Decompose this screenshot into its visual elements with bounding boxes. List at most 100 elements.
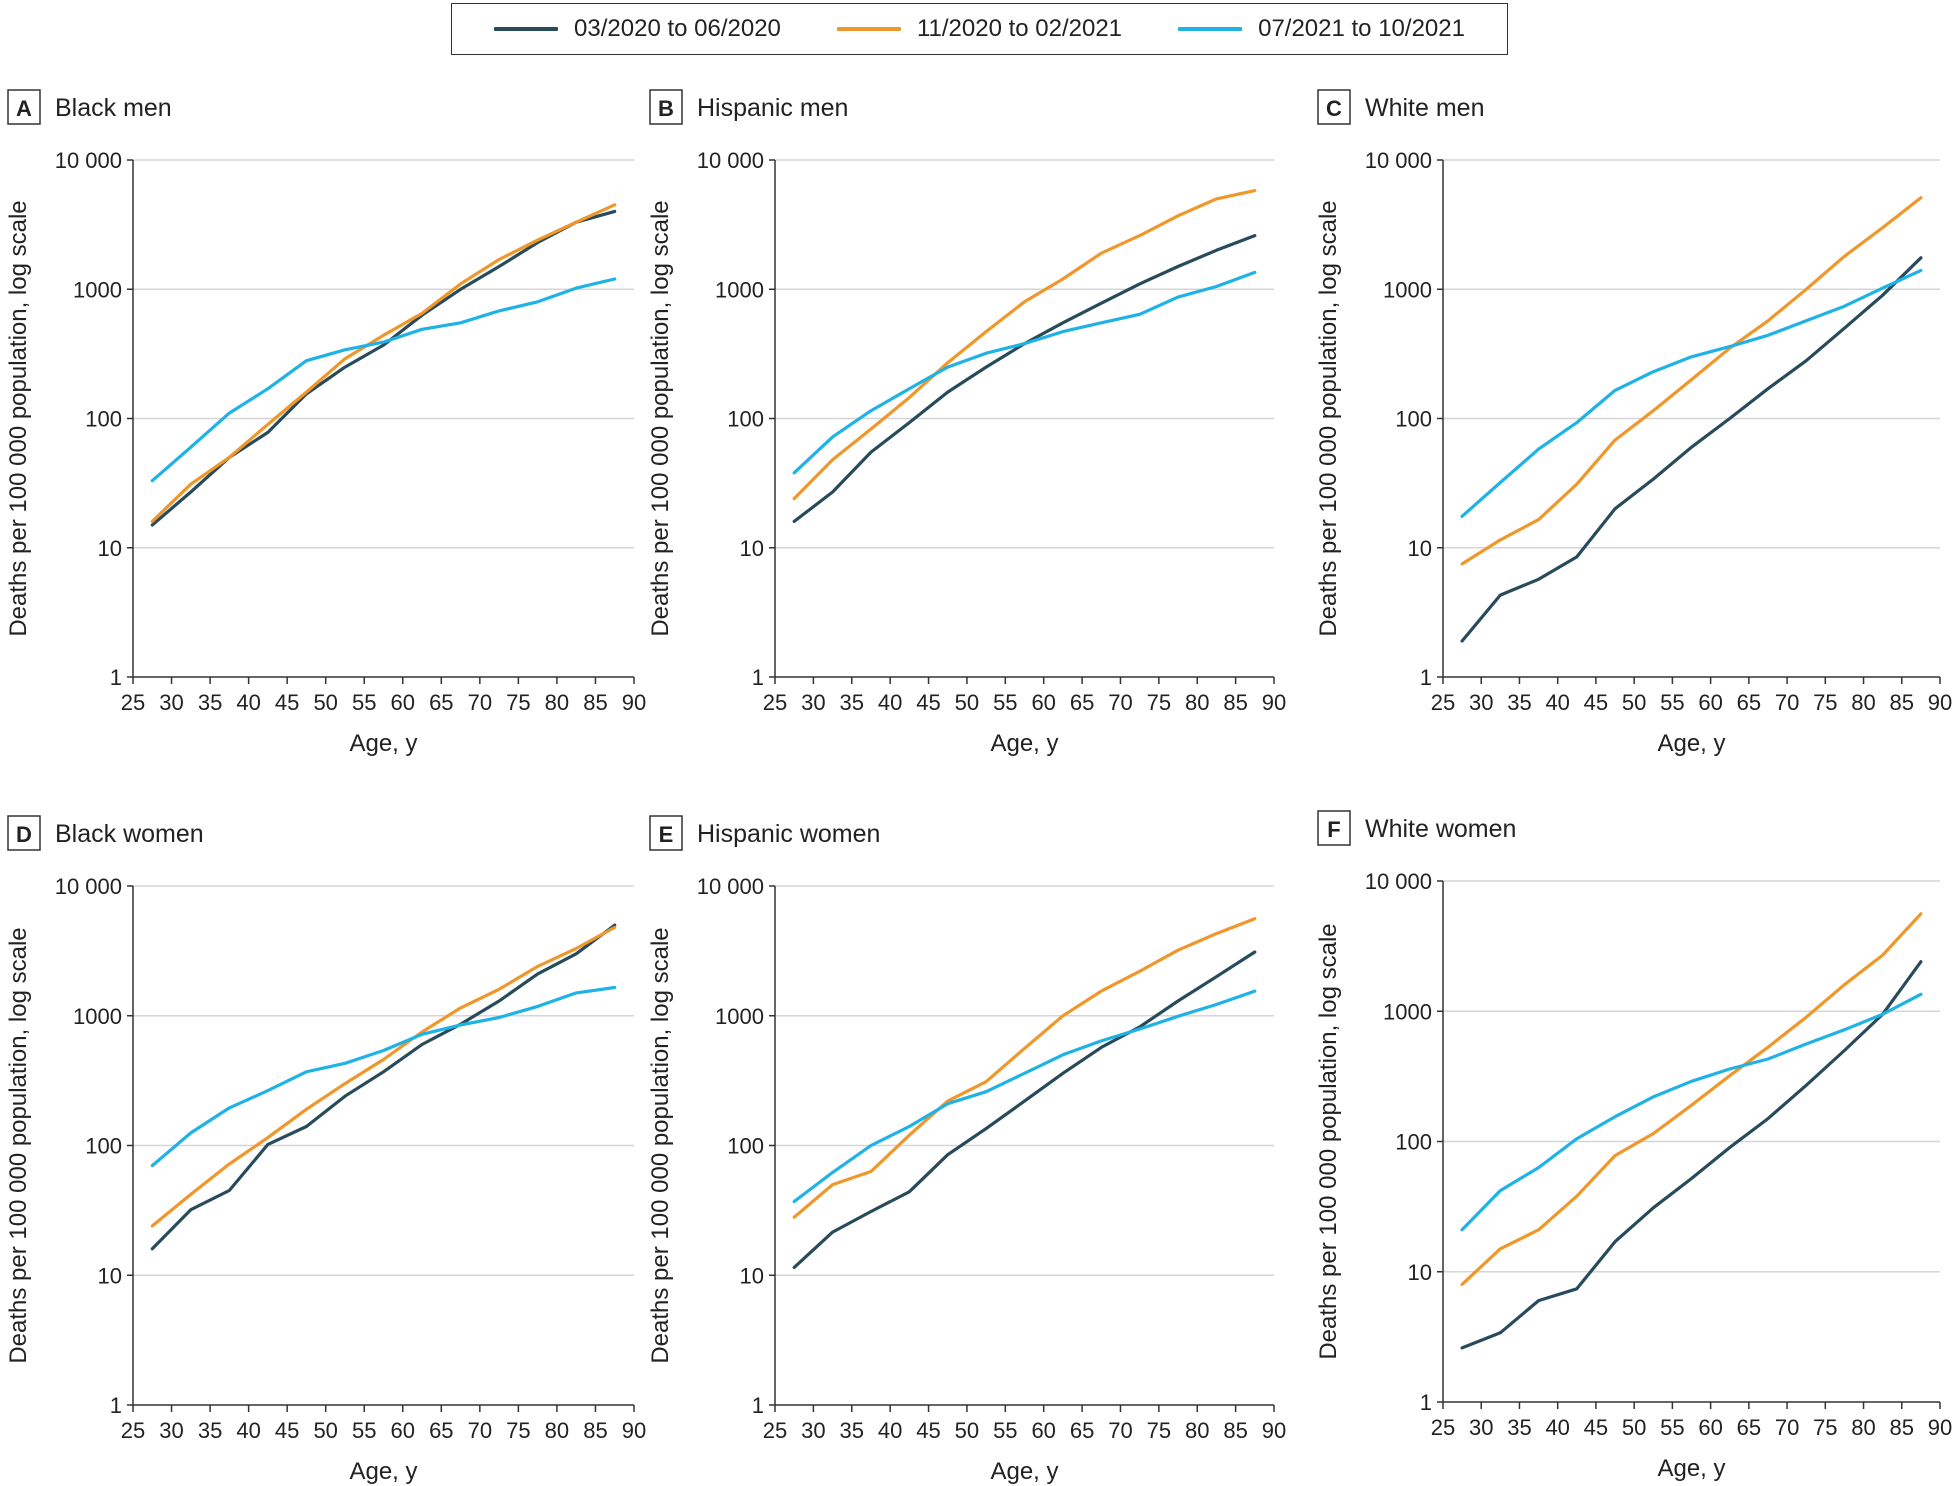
x-tick-label: 75 xyxy=(1147,1418,1171,1443)
series-line-2 xyxy=(150,925,617,1228)
y-tick-label: 100 xyxy=(727,407,764,432)
y-tick-label: 1 xyxy=(752,1393,764,1418)
x-axis-label: Age, y xyxy=(990,730,1058,757)
x-tick-label: 60 xyxy=(1698,1415,1722,1440)
y-tick-label: 10 000 xyxy=(697,148,764,173)
panel-f: F White women 1 10 100 1000 10 000 25 30 35 40 45 50… xyxy=(1315,810,1952,1482)
x-tick-label: 85 xyxy=(583,1418,607,1443)
panel-letter: B xyxy=(658,96,674,121)
x-tick-label: 45 xyxy=(916,1418,940,1443)
y-tick-label: 10 000 xyxy=(1365,869,1432,894)
y-tick-label: 10 xyxy=(1408,1260,1432,1285)
x-tick-label: 75 xyxy=(1147,690,1171,715)
y-tick-label: 1 xyxy=(752,665,764,690)
y-tick-label: 10 xyxy=(740,536,764,561)
y-tick-label: 1000 xyxy=(1383,277,1432,302)
x-tick-label: 40 xyxy=(878,1418,902,1443)
panel-letter-box xyxy=(1317,89,1351,125)
panel-title: Black women xyxy=(55,820,204,848)
y-axis-label: Deaths per 100 000 population, log scale xyxy=(1315,200,1342,636)
x-tick-label: 75 xyxy=(1813,690,1837,715)
y-tick-label: 10 xyxy=(98,1263,122,1288)
x-tick-label: 60 xyxy=(391,1418,415,1443)
x-tick-label: 90 xyxy=(622,1418,646,1443)
panel-letter: A xyxy=(16,96,32,121)
x-tick-label: 60 xyxy=(391,690,415,715)
series-line-3 xyxy=(792,989,1257,1204)
y-tick-label: 100 xyxy=(85,1134,122,1159)
y-tick-label: 1 xyxy=(1420,665,1432,690)
x-tick-label: 70 xyxy=(1108,690,1132,715)
panel-title: Black men xyxy=(55,94,172,122)
series-line-1 xyxy=(792,950,1257,1270)
x-tick-label: 25 xyxy=(1431,690,1455,715)
legend-item-2: 11/2020 to 02/2021 xyxy=(836,15,1123,43)
x-tick-label: 80 xyxy=(545,1418,569,1443)
panel-title: Hispanic women xyxy=(697,820,880,848)
x-tick-label: 35 xyxy=(1507,1415,1531,1440)
series-line-2 xyxy=(1460,196,1923,566)
y-tick-label: 1 xyxy=(1420,1390,1432,1415)
x-tick-label: 25 xyxy=(763,1418,787,1443)
y-axis-label: Deaths per 100 000 population, log scale xyxy=(1315,923,1342,1359)
legend: 03/2020 to 06/2020 11/2020 to 02/2021 07… xyxy=(451,3,1508,55)
series-line-1 xyxy=(150,209,617,527)
y-axis-label: Deaths per 100 000 population, log scale xyxy=(5,927,32,1363)
panel-letter-box xyxy=(7,815,41,851)
x-tick-label: 45 xyxy=(1584,1415,1608,1440)
panel-letter: E xyxy=(659,822,674,847)
x-tick-label: 55 xyxy=(1660,1415,1684,1440)
x-tick-label: 60 xyxy=(1698,690,1722,715)
x-tick-label: 40 xyxy=(1545,690,1569,715)
x-tick-label: 30 xyxy=(159,1418,183,1443)
y-tick-label: 10 000 xyxy=(697,874,764,899)
panel-title: White men xyxy=(1365,94,1484,122)
x-tick-label: 40 xyxy=(236,690,260,715)
x-tick-label: 80 xyxy=(1185,690,1209,715)
x-tick-label: 30 xyxy=(1469,1415,1493,1440)
x-tick-label: 65 xyxy=(1737,1415,1761,1440)
x-tick-label: 80 xyxy=(1851,1415,1875,1440)
x-tick-label: 35 xyxy=(198,1418,222,1443)
x-tick-label: 55 xyxy=(993,690,1017,715)
x-tick-label: 40 xyxy=(878,690,902,715)
panel-letter: C xyxy=(1326,96,1342,121)
x-tick-label: 65 xyxy=(1737,690,1761,715)
x-tick-label: 45 xyxy=(275,690,299,715)
x-axis-label: Age, y xyxy=(349,730,417,757)
x-tick-label: 75 xyxy=(1813,1415,1837,1440)
x-tick-label: 70 xyxy=(468,1418,492,1443)
x-tick-label: 70 xyxy=(1775,1415,1799,1440)
legend-label-3: 07/2021 to 10/2021 xyxy=(1258,15,1465,42)
panel-b: B Hispanic men 1 10 100 1000 10 000 25 30 35 40 45 5… xyxy=(647,89,1286,757)
legend-swatch-3 xyxy=(1178,27,1243,31)
x-tick-label: 45 xyxy=(1584,690,1608,715)
y-tick-label: 1 xyxy=(110,1393,122,1418)
x-tick-label: 90 xyxy=(1928,1415,1952,1440)
x-tick-label: 50 xyxy=(955,690,979,715)
x-tick-label: 65 xyxy=(429,690,453,715)
x-tick-label: 35 xyxy=(198,690,222,715)
panel-letter-box xyxy=(649,89,683,125)
x-axis-label: Age, y xyxy=(990,1458,1058,1485)
x-tick-label: 85 xyxy=(1890,690,1914,715)
x-tick-label: 25 xyxy=(763,690,787,715)
x-tick-label: 80 xyxy=(1851,690,1875,715)
y-tick-label: 100 xyxy=(1395,1130,1432,1155)
x-tick-label: 50 xyxy=(1622,1415,1646,1440)
panel-letter-box xyxy=(1317,810,1351,846)
panel-c: C White men 1 10 100 1000 10 000 25 30 35 40 45 50 55… xyxy=(1315,89,1952,757)
legend-swatch-1 xyxy=(494,27,559,31)
legend-label-2: 11/2020 to 02/2021 xyxy=(916,15,1123,42)
y-tick-label: 100 xyxy=(1395,407,1432,432)
y-tick-label: 10 xyxy=(1408,536,1432,561)
x-tick-label: 90 xyxy=(622,690,646,715)
x-tick-label: 35 xyxy=(1507,690,1531,715)
x-tick-label: 45 xyxy=(916,690,940,715)
x-tick-label: 35 xyxy=(840,690,864,715)
x-tick-label: 60 xyxy=(1031,1418,1055,1443)
series-line-3 xyxy=(792,270,1257,475)
x-tick-label: 65 xyxy=(429,1418,453,1443)
x-axis-label: Age, y xyxy=(1657,1455,1725,1482)
